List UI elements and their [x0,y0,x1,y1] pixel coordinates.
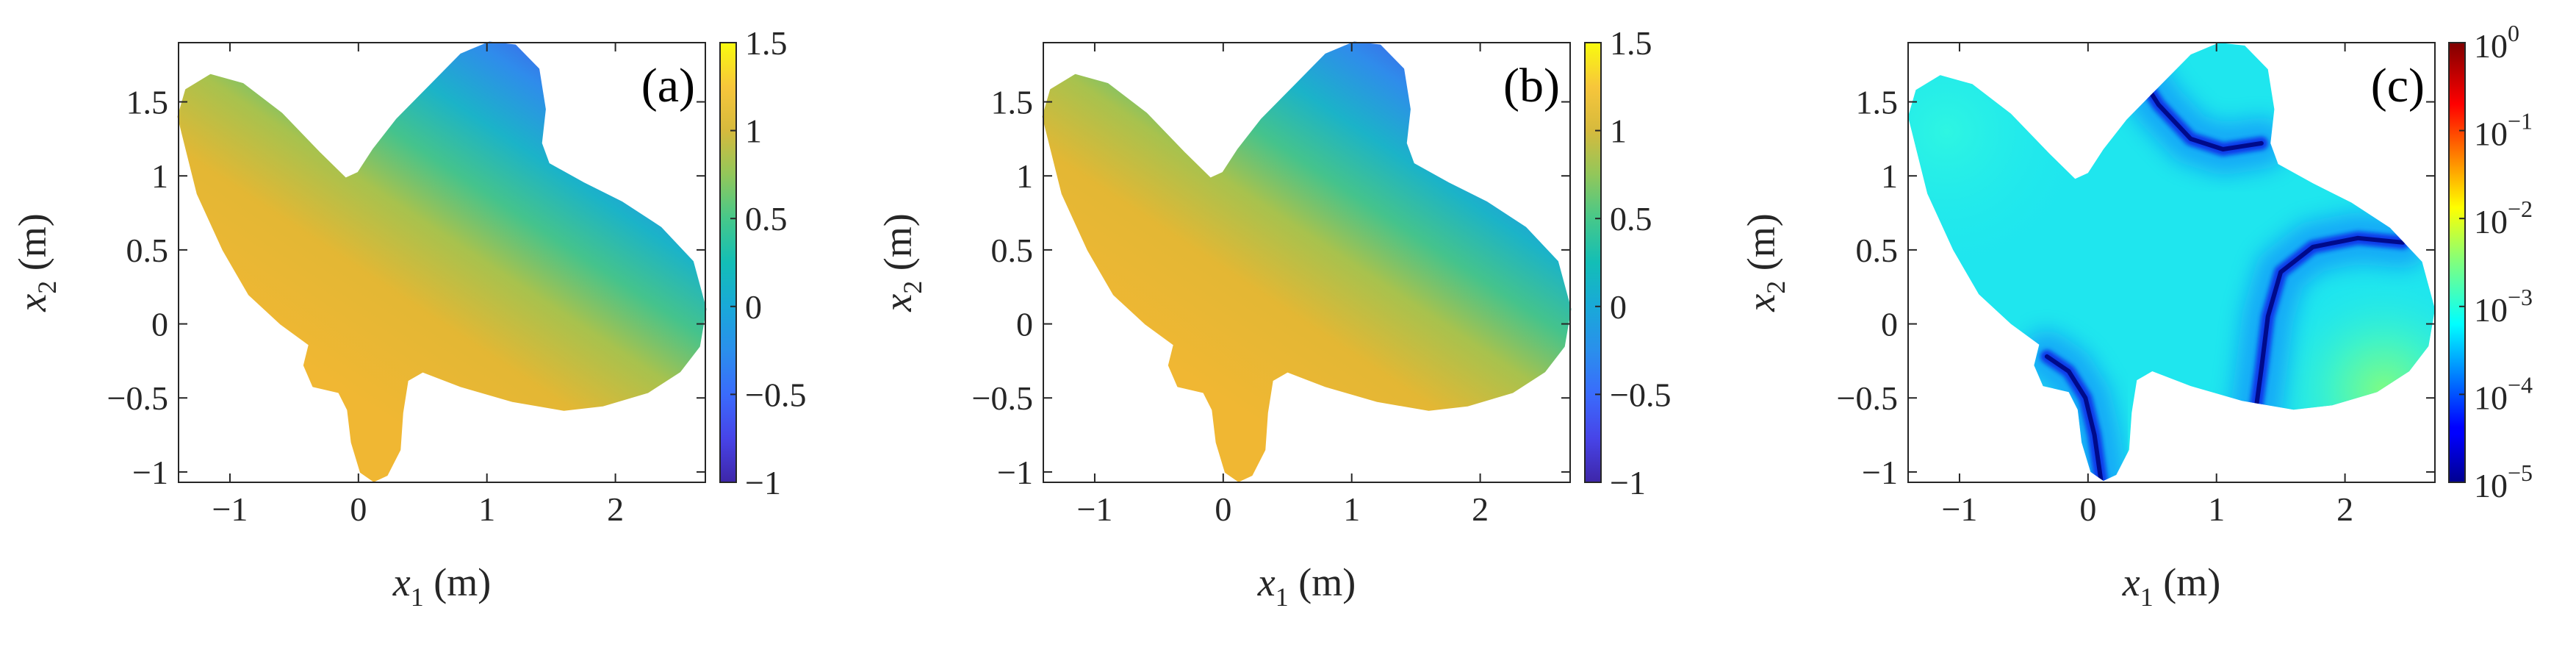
field-shape [177,41,707,482]
y-tick-label: −0.5 [107,379,168,417]
x-axis-label: x1 (m) [1257,560,1356,612]
y-tick-label: 0 [1016,306,1033,343]
y-axis-label: x2 (m) [876,213,927,312]
axes-box [1907,42,2436,483]
colorbar-tick-label: −0.5 [745,376,806,413]
y-tick-label: 0.5 [126,232,169,269]
panel-1: −1 0 1 2 −1 −0.5 0 0.5 1 1.5 x1 (m) x2 (m) (a) −1 −0.5… [10,24,806,612]
y-tick-label: 1.5 [1856,84,1899,121]
panel-label: (b) [1503,59,1560,112]
y-tick-label: −1 [132,454,168,491]
y-tick-label: 1 [1016,157,1033,195]
x-tick-label: 1 [2208,490,2225,528]
x-tick-label: 2 [1472,490,1489,528]
x-tick-label: 0 [2079,490,2096,528]
y-tick-label: 1.5 [991,84,1034,121]
error-minimum-line [2253,235,2406,418]
colorbar-tick-label: 10−5 [2474,460,2533,504]
colorbar-tick-label: −1 [745,464,781,501]
colorbar [2449,43,2465,482]
colorbar-tick-label: 1 [1610,112,1627,150]
colorbar-tick-label: 0 [745,288,762,326]
x-tick-label: −1 [212,490,248,528]
x-tick-label: −1 [1076,490,1112,528]
panel-2: −1 0 1 2 −1 −0.5 0 0.5 1 1.5 x1 (m) x2 (m) (b) −1 −0.5… [876,24,1671,612]
panel-label: (a) [641,59,695,112]
colorbar-tick-label: 10−2 [2474,196,2533,240]
x-axis-label: x1 (m) [2122,560,2220,612]
colorbar [1585,43,1601,482]
y-tick-label: 0.5 [1856,232,1899,269]
colorbar-tick-label: 1.5 [1610,24,1652,62]
x-tick-label: 2 [2336,490,2353,528]
y-tick-label: 1.5 [126,84,169,121]
y-axis-label: x2 (m) [1739,213,1791,312]
x-tick-label: −1 [1941,490,1977,528]
colorbar-tick-label: 10−4 [2474,371,2533,416]
colorbar [720,43,736,482]
error-minimum-line [2044,354,2104,481]
y-tick-label: −0.5 [1837,379,1898,417]
y-axis-label: x2 (m) [10,213,62,312]
colorbar-box [719,42,737,483]
y-tick-label: 1 [1881,157,1898,195]
x-tick-label: 0 [350,490,367,528]
colorbar-tick-label: 0 [1610,288,1627,326]
axes-box [1043,42,1571,483]
y-tick-label: −1 [1862,454,1898,491]
colorbar-tick-label: 1 [745,112,762,150]
colorbar-tick-label: 0.5 [745,200,788,237]
x-axis-label: x1 (m) [392,560,491,612]
colorbar-tick-label: 0.5 [1610,200,1652,237]
y-tick-label: 0 [1881,306,1898,343]
colorbar-box [1584,42,1602,483]
panel-label: (c) [2371,59,2425,112]
colorbar-tick-label: 10−1 [2474,108,2533,153]
field-shape [1042,41,1572,482]
x-tick-label: 0 [1215,490,1231,528]
y-tick-label: 0 [151,306,168,343]
axes-box [178,42,706,483]
y-tick-label: 0.5 [991,232,1034,269]
colorbar-tick-label: 1.5 [745,24,788,62]
y-tick-label: 1 [151,157,168,195]
colorbar-tick-label: 10−3 [2474,284,2533,329]
y-tick-label: −0.5 [972,379,1033,417]
y-tick-label: −1 [997,454,1033,491]
colorbar-tick-label: 100 [2474,20,2519,65]
x-tick-label: 1 [1343,490,1360,528]
x-tick-label: 1 [478,490,495,528]
colorbar-tick-label: −1 [1610,464,1646,501]
colorbar-tick-label: −0.5 [1610,376,1671,413]
x-tick-label: 2 [607,490,624,528]
colorbar-box [2448,42,2466,483]
